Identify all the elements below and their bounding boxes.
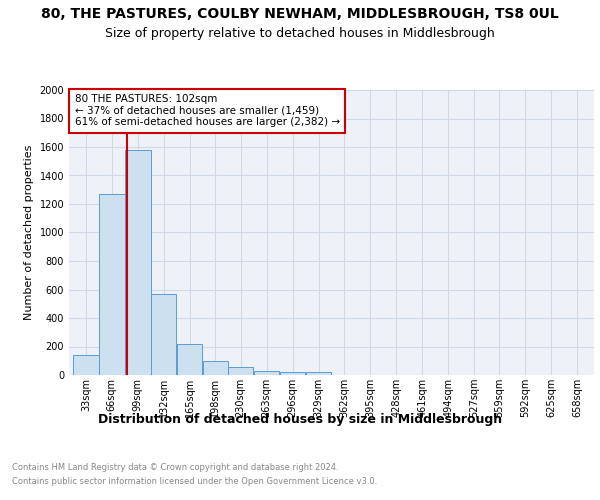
Text: Distribution of detached houses by size in Middlesbrough: Distribution of detached houses by size … xyxy=(98,412,502,426)
Bar xyxy=(151,294,176,375)
Bar xyxy=(280,372,305,375)
Bar xyxy=(254,370,280,375)
Text: Contains public sector information licensed under the Open Government Licence v3: Contains public sector information licen… xyxy=(12,478,377,486)
Text: Size of property relative to detached houses in Middlesbrough: Size of property relative to detached ho… xyxy=(105,28,495,40)
Y-axis label: Number of detached properties: Number of detached properties xyxy=(24,145,34,320)
Text: 80, THE PASTURES, COULBY NEWHAM, MIDDLESBROUGH, TS8 0UL: 80, THE PASTURES, COULBY NEWHAM, MIDDLES… xyxy=(41,8,559,22)
Bar xyxy=(125,150,151,375)
Text: 80 THE PASTURES: 102sqm
← 37% of detached houses are smaller (1,459)
61% of semi: 80 THE PASTURES: 102sqm ← 37% of detache… xyxy=(74,94,340,128)
Text: Contains HM Land Registry data © Crown copyright and database right 2024.: Contains HM Land Registry data © Crown c… xyxy=(12,462,338,471)
Bar xyxy=(99,194,125,375)
Bar xyxy=(228,367,253,375)
Bar xyxy=(177,344,202,375)
Bar xyxy=(203,361,227,375)
Bar xyxy=(73,355,98,375)
Bar xyxy=(306,372,331,375)
